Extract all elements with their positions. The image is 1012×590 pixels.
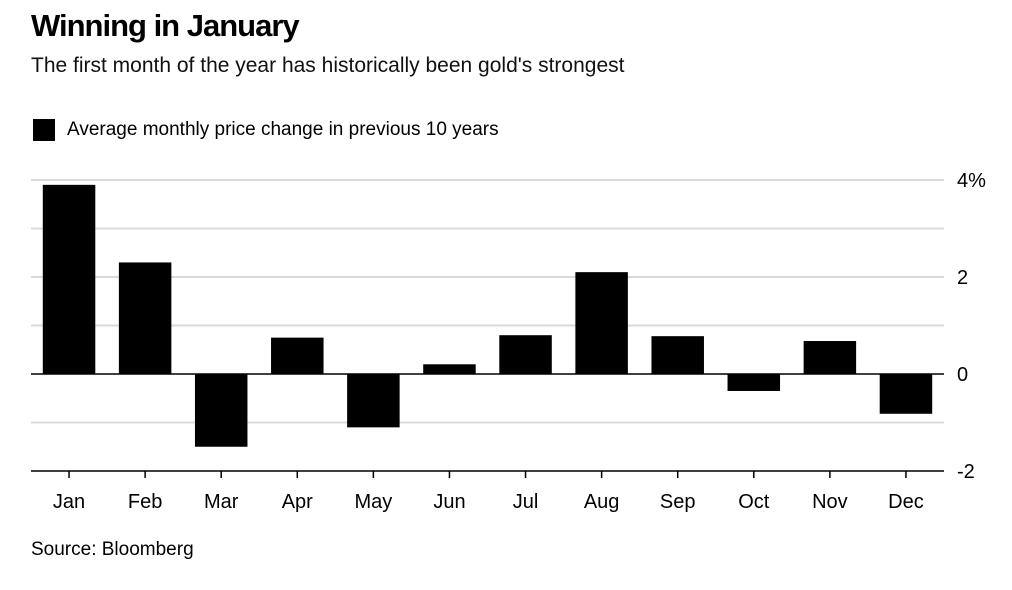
x-tick-label: Oct <box>738 491 770 513</box>
bar-nov <box>803 341 857 374</box>
x-tick-label: Jun <box>433 491 465 513</box>
grid-layer <box>31 179 944 424</box>
source-note: Source: Bloomberg <box>31 539 194 560</box>
x-tick-label: Sep <box>660 491 696 513</box>
bar-jan <box>42 184 96 374</box>
bar-may <box>347 374 400 428</box>
bar-layer <box>42 184 933 447</box>
bar-feb <box>118 262 172 374</box>
axis-layer: Jan Feb Mar Apr May Jun Jul Aug Sep Oct Nov Dec 4% 2 0… <box>31 170 986 513</box>
legend-label: Average monthly price change in previous… <box>67 119 499 140</box>
x-tick-label: Nov <box>812 491 848 513</box>
bar-oct <box>727 374 781 391</box>
bar-apr <box>271 337 324 374</box>
bar-aug <box>575 272 628 374</box>
chart-title: Winning in January <box>31 8 300 43</box>
y-tick-label: 2 <box>957 267 968 289</box>
y-tick-label: 4% <box>957 170 986 192</box>
x-tick-label: Aug <box>584 491 620 513</box>
y-tick-label: -2 <box>957 461 975 483</box>
x-tick-label: Dec <box>888 491 924 513</box>
x-tick-label: Jul <box>513 491 539 513</box>
y-tick-label: 0 <box>957 364 968 386</box>
bar-dec <box>879 374 933 414</box>
x-tick-label: Jan <box>53 491 85 513</box>
bar-sep <box>651 336 704 374</box>
legend-swatch <box>33 119 55 141</box>
chart-subtitle: The first month of the year has historic… <box>31 54 625 77</box>
x-tick-label: Mar <box>204 491 239 513</box>
x-tick-label: Feb <box>128 491 162 513</box>
bar-jul <box>499 335 552 374</box>
bar-mar <box>194 374 248 447</box>
legend: Average monthly price change in previous… <box>33 119 499 141</box>
bar-jun <box>423 364 476 374</box>
x-tick-label: May <box>354 491 392 513</box>
x-tick-label: Apr <box>282 491 313 513</box>
